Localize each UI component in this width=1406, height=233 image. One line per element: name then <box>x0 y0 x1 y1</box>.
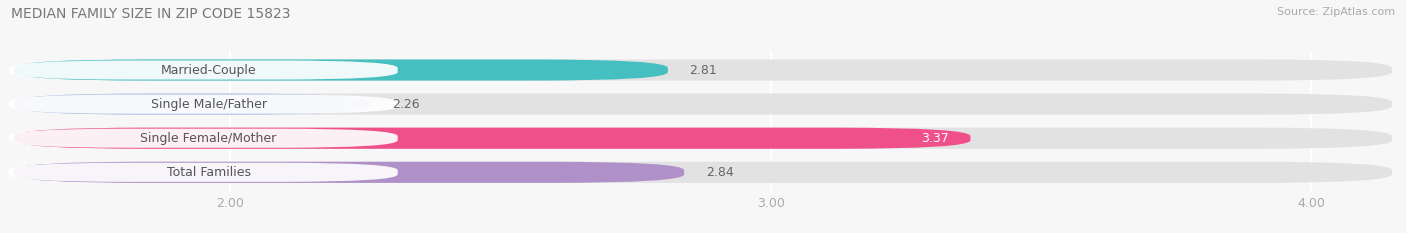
Text: 3.37: 3.37 <box>921 132 949 145</box>
FancyBboxPatch shape <box>14 162 1392 183</box>
FancyBboxPatch shape <box>14 128 970 149</box>
FancyBboxPatch shape <box>14 128 1392 149</box>
Text: Single Male/Father: Single Male/Father <box>150 98 267 111</box>
Text: Married-Couple: Married-Couple <box>160 64 256 76</box>
Text: Single Female/Mother: Single Female/Mother <box>141 132 277 145</box>
Text: Total Families: Total Families <box>166 166 250 179</box>
Text: 2.81: 2.81 <box>689 64 717 76</box>
Text: 2.26: 2.26 <box>392 98 420 111</box>
FancyBboxPatch shape <box>8 163 398 182</box>
FancyBboxPatch shape <box>8 129 398 148</box>
Text: MEDIAN FAMILY SIZE IN ZIP CODE 15823: MEDIAN FAMILY SIZE IN ZIP CODE 15823 <box>11 7 291 21</box>
FancyBboxPatch shape <box>14 59 1392 81</box>
Text: Source: ZipAtlas.com: Source: ZipAtlas.com <box>1277 7 1395 17</box>
FancyBboxPatch shape <box>8 61 398 79</box>
Text: 2.84: 2.84 <box>706 166 734 179</box>
FancyBboxPatch shape <box>14 93 1392 115</box>
FancyBboxPatch shape <box>14 93 371 115</box>
FancyBboxPatch shape <box>8 95 398 114</box>
FancyBboxPatch shape <box>14 162 685 183</box>
FancyBboxPatch shape <box>14 59 668 81</box>
